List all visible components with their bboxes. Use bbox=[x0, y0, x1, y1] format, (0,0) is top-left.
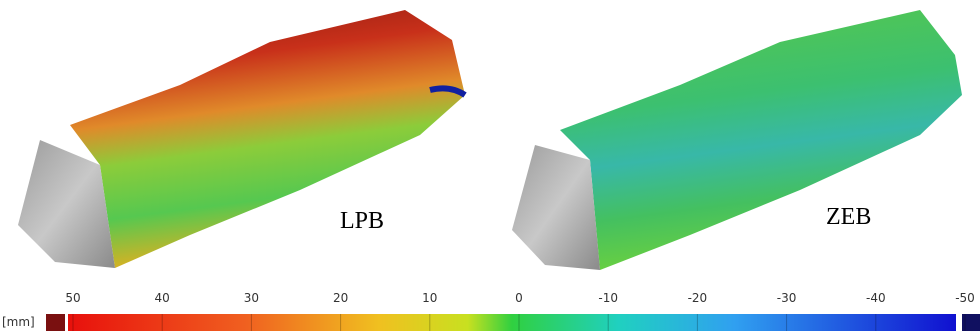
lpb-model bbox=[18, 10, 465, 268]
over-range bbox=[46, 314, 65, 331]
panel-label: ZEB bbox=[826, 204, 871, 230]
colorbar-tick-label: -30 bbox=[777, 291, 797, 305]
colorbar-unit: [mm] bbox=[2, 315, 35, 329]
colorbar-tick-label: 10 bbox=[422, 291, 437, 305]
colorbar-tick-label: -20 bbox=[688, 291, 708, 305]
colorbar-tick-label: 0 bbox=[515, 291, 523, 305]
colorbar-tick-label: 30 bbox=[244, 291, 259, 305]
zeb-model bbox=[512, 10, 962, 270]
colorbar-tick-label: 40 bbox=[155, 291, 170, 305]
panel-label: LPB bbox=[340, 208, 384, 234]
colorbar-tick-label: -50 bbox=[955, 291, 975, 305]
colorbar-tick-label: 20 bbox=[333, 291, 348, 305]
colorbar-tick-label: -40 bbox=[866, 291, 886, 305]
colorbar-tick-label: -10 bbox=[598, 291, 618, 305]
colorbar bbox=[68, 314, 956, 331]
figure: LPB ZEB [mm] 50 40 30 20 10 0 -10 -20 -30 -40 -50 bbox=[0, 0, 980, 336]
colorbar-tick-label: 50 bbox=[65, 291, 80, 305]
